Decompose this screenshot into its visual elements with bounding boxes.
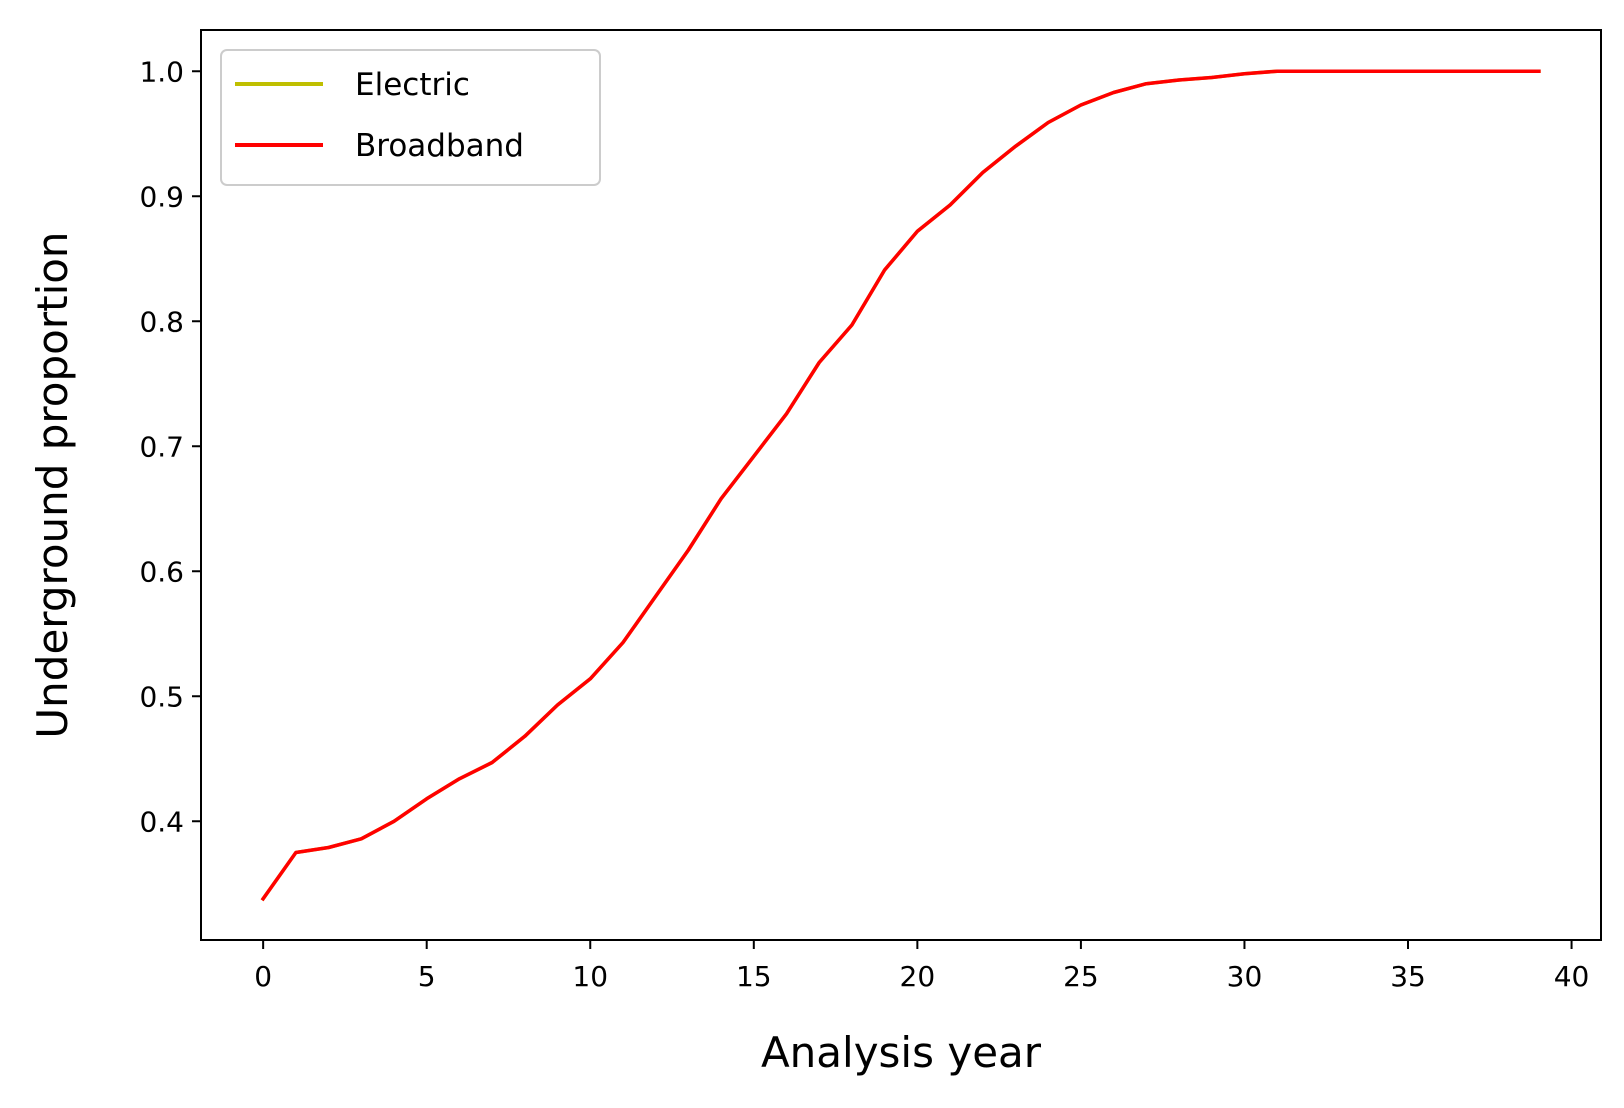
y-axis-title: Underground proportion [28, 231, 77, 738]
x-axis: 0 5 10 15 20 25 30 35 40 [254, 940, 1589, 993]
y-tick-label: 0.4 [139, 805, 184, 838]
y-tick-label: 0.5 [139, 680, 184, 713]
y-tick-label: 0.6 [139, 555, 184, 588]
series-layer [260, 69, 1541, 902]
legend-label-broadband: Broadband [355, 128, 524, 164]
x-tick-label: 20 [900, 960, 936, 993]
x-tick-label: 5 [418, 960, 436, 993]
x-tick-label: 30 [1227, 960, 1263, 993]
plot-frame [200, 29, 1602, 941]
x-tick-label: 0 [254, 960, 272, 993]
legend: Electric Broadband [220, 49, 601, 186]
x-tick-label: 10 [572, 960, 608, 993]
y-tick-label: 0.7 [139, 430, 184, 463]
legend-label-electric: Electric [355, 67, 470, 103]
y-axis: 0.4 0.5 0.6 0.7 0.8 0.9 1.0 [139, 55, 201, 838]
y-tick-label: 0.9 [139, 180, 184, 213]
x-tick-label: 25 [1063, 960, 1099, 993]
x-tick-label: 35 [1390, 960, 1426, 993]
y-tick-label: 1.0 [139, 55, 184, 88]
x-tick-label: 15 [736, 960, 772, 993]
y-tick-label: 0.8 [139, 305, 184, 338]
x-tick-label: 40 [1554, 960, 1590, 993]
series-line-broadband [260, 69, 1541, 902]
x-axis-title: Analysis year [761, 1028, 1042, 1077]
